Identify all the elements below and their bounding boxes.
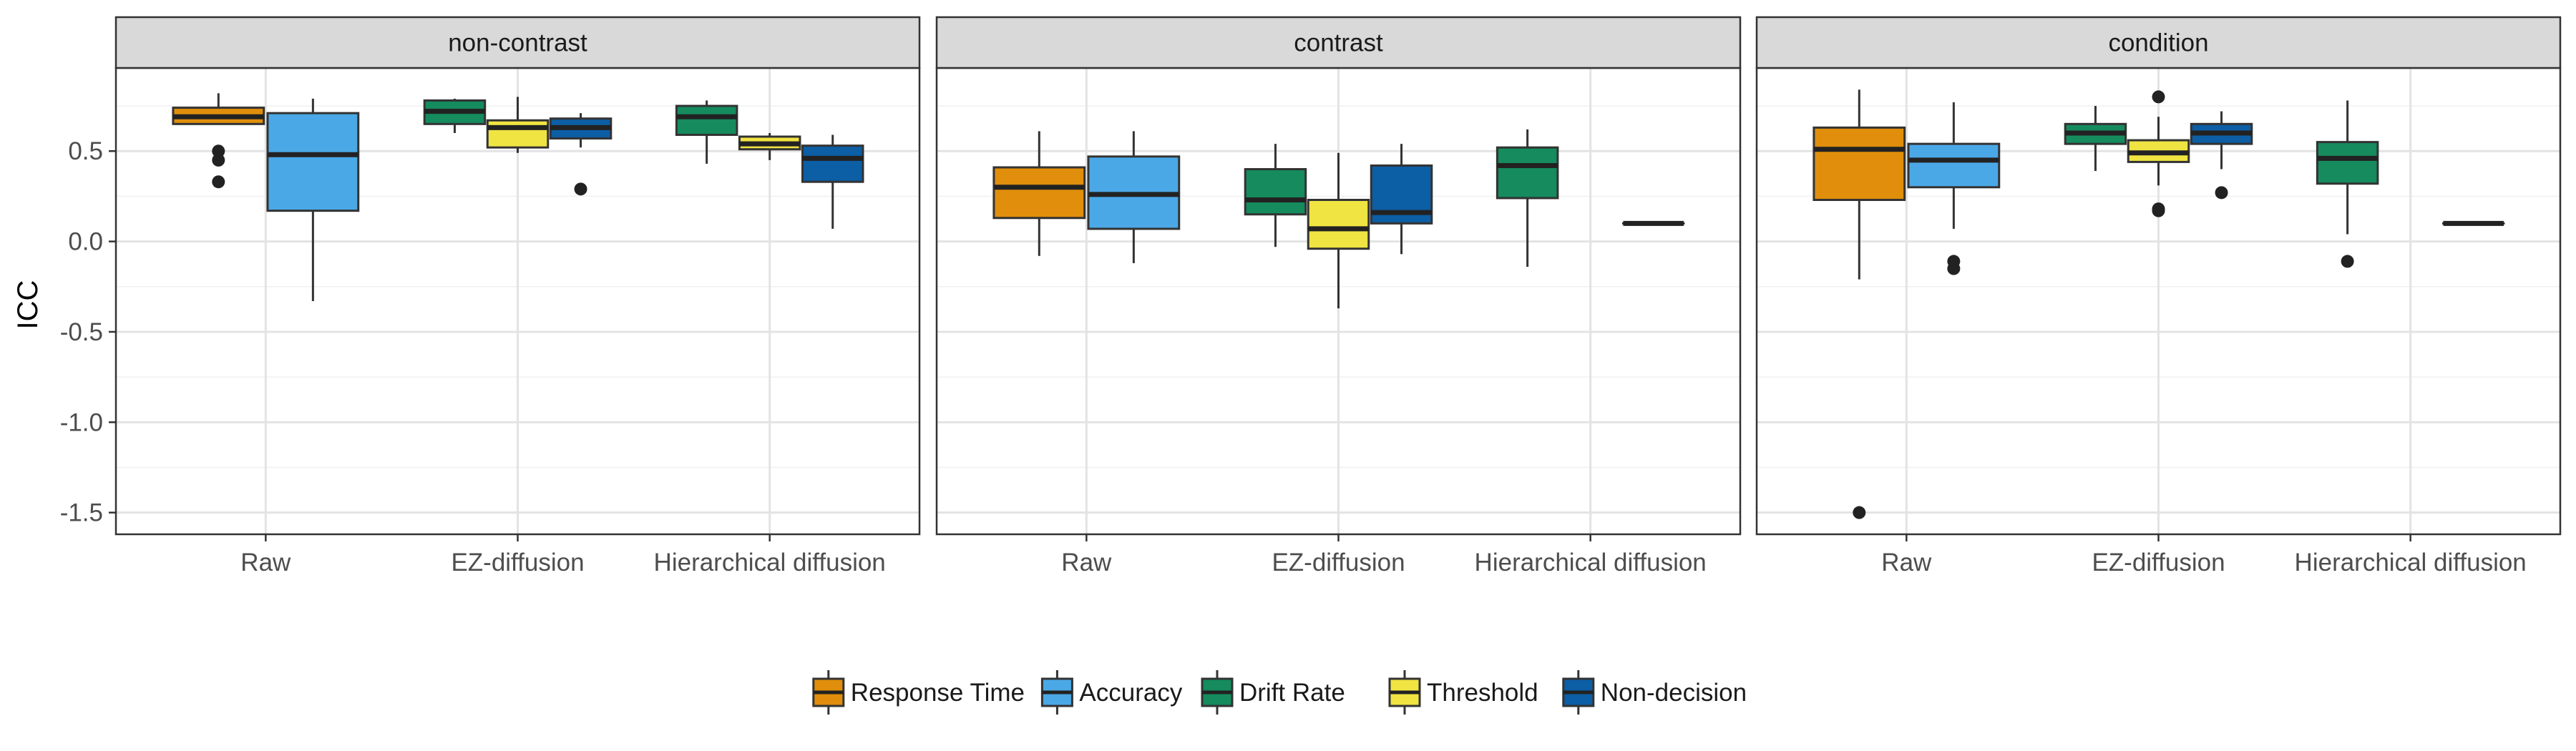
facet-strip-label: condition [2108, 29, 2208, 57]
box-threshold-ez-diffusion [486, 97, 550, 153]
box-iqr [2316, 141, 2379, 185]
box-response-time-raw [172, 93, 265, 189]
facet-strip-label: non-contrast [448, 29, 587, 57]
y-tick-label: -1.0 [60, 408, 103, 436]
outlier-point [2215, 186, 2228, 200]
box-threshold-ez-diffusion [1307, 152, 1370, 309]
legend: Response Time Accuracy Drift Rate Threshold… [812, 670, 1747, 715]
x-tick-label: Hierarchical diffusion [2295, 549, 2527, 576]
facet-strip [1755, 16, 2562, 69]
box-non-decision-hierarchical-diffusion [801, 134, 864, 229]
box-non-decision-ez-diffusion [1370, 144, 1433, 255]
box-drift-rate-ez-diffusion [2064, 106, 2127, 172]
y-tick-label: 0.0 [68, 228, 103, 256]
box-iqr [486, 119, 550, 149]
box-iqr [992, 166, 1086, 220]
facet-strip-label: contrast [1294, 29, 1383, 57]
x-tick-label: Hierarchical diffusion [654, 549, 886, 576]
facet-panel-condition: condition Raw EZ-diffusion Hierarchical dif… [1755, 16, 2562, 576]
legend-label: Drift Rate [1239, 679, 1345, 707]
x-tick-label: Raw [1881, 549, 1932, 576]
x-tick-label: EZ-diffusion [1272, 549, 1405, 576]
facet-strip [114, 16, 921, 69]
legend-item-accuracy: Accuracy [1040, 670, 1183, 715]
outlier-point [2152, 202, 2165, 216]
panels-layer: non-contrast Raw EZ-diffusion Hierarchical … [60, 16, 2562, 576]
outlier-point [2341, 255, 2354, 268]
legend-item-non-decision: Non-decision [1562, 670, 1747, 715]
box-threshold-hierarchical-diffusion [738, 132, 801, 160]
box-drift-rate-hierarchical-diffusion [675, 100, 738, 164]
legend-label: Response Time [851, 679, 1025, 707]
facet-panel-non-contrast: non-contrast Raw EZ-diffusion Hierarchical … [60, 16, 921, 576]
x-tick-label: EZ-diffusion [2092, 549, 2225, 576]
x-tick-label: Hierarchical diffusion [1475, 549, 1707, 576]
box-iqr [675, 104, 738, 137]
legend-item-drift-rate: Drift Rate [1201, 670, 1345, 715]
outlier-point [1947, 262, 1961, 275]
box-drift-rate-ez-diffusion [1244, 144, 1307, 247]
outlier-point [212, 144, 225, 158]
outlier-point [212, 175, 225, 189]
facet-strip [935, 16, 1742, 69]
x-tick-label: EZ-diffusion [451, 549, 584, 576]
x-tick-label: Raw [240, 549, 291, 576]
y-tick-label: -0.5 [60, 318, 103, 346]
box-threshold-ez-diffusion [2127, 90, 2190, 217]
legend-label: Threshold [1427, 679, 1538, 707]
outlier-point [212, 153, 225, 167]
legend-label: Non-decision [1601, 679, 1747, 707]
facet-panel-contrast: contrast Raw EZ-diffusion Hierarchical diff… [935, 16, 1742, 576]
outlier-point [1853, 506, 1866, 519]
box-response-time-raw [1813, 89, 1906, 519]
box-accuracy-raw [266, 98, 360, 301]
box-iqr [801, 144, 864, 183]
box-iqr [266, 112, 360, 212]
legend-item-response-time: Response Time [812, 670, 1025, 715]
box-iqr [1244, 168, 1307, 216]
box-iqr [1907, 142, 2001, 189]
legend-label: Accuracy [1079, 679, 1182, 707]
box-accuracy-raw [1087, 131, 1181, 263]
y-tick-label: -1.5 [60, 499, 103, 527]
box-non-decision-ez-diffusion [2190, 111, 2253, 200]
box-non-decision-ez-diffusion [549, 113, 613, 196]
box-accuracy-raw [1907, 102, 2001, 275]
outlier-point [574, 182, 587, 196]
box-drift-rate-hierarchical-diffusion [2316, 100, 2379, 268]
box-response-time-raw [992, 131, 1086, 256]
box-iqr [1813, 126, 1906, 201]
y-axis-title: ICC [12, 280, 44, 330]
box-iqr [1307, 198, 1370, 250]
outlier-point [2152, 90, 2165, 104]
y-tick-label: 0.5 [68, 137, 103, 165]
box-drift-rate-ez-diffusion [423, 98, 487, 133]
x-tick-label: Raw [1061, 549, 1112, 576]
legend-item-threshold: Threshold [1388, 670, 1538, 715]
box-iqr [1496, 146, 1559, 200]
box-drift-rate-hierarchical-diffusion [1496, 129, 1559, 267]
